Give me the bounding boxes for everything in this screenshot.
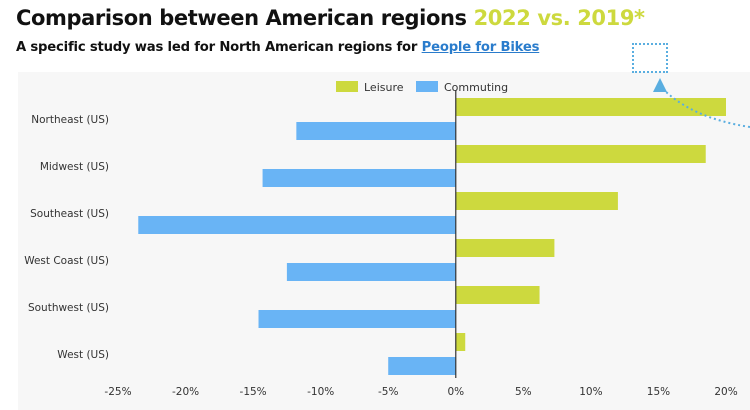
- chart-title: Comparison between American regions 2022…: [16, 6, 645, 30]
- chart-subtitle: A specific study was led for North Ameri…: [16, 40, 539, 55]
- x-tick-label: -20%: [172, 386, 199, 398]
- bar-chart: Leisure Commuting Northeast (US) Midwest (U…: [24, 81, 738, 398]
- bar-commuting-west-coast-us: [286, 263, 456, 281]
- x-tick-label: 10%: [579, 386, 602, 398]
- bar-leisure-northeast-us: [455, 98, 726, 116]
- x-tick-label: -10%: [307, 386, 334, 398]
- title-highlight: 2022 vs. 2019*: [473, 6, 645, 30]
- bar-commuting-midwest-us: [262, 169, 456, 187]
- callout-dotted-box: [632, 43, 668, 73]
- bar-commuting-southeast-us: [138, 216, 456, 234]
- bar-commuting-west-us: [388, 357, 456, 375]
- x-tick-label: 5%: [515, 386, 532, 398]
- category-label-midwest-us: Midwest (US): [40, 161, 109, 173]
- x-tick-label: 20%: [714, 386, 737, 398]
- title-main: Comparison between American regions: [16, 6, 467, 30]
- category-label-southeast-us: Southeast (US): [30, 208, 109, 220]
- bar-commuting-southwest-us: [258, 310, 456, 328]
- chart-panel: Leisure Commuting Northeast (US) Midwest (U…: [18, 72, 750, 410]
- category-label-west-us: West (US): [57, 349, 109, 361]
- category-label-northeast-us: Northeast (US): [31, 114, 109, 126]
- bar-leisure-midwest-us: [455, 145, 706, 163]
- category-label-west-coast-us: West Coast (US): [24, 255, 109, 267]
- legend-swatch-commuting: [416, 81, 438, 92]
- bar-leisure-southwest-us: [455, 286, 540, 304]
- x-tick-label: -5%: [378, 386, 398, 398]
- legend-label-leisure: Leisure: [364, 81, 404, 94]
- bar-commuting-northeast-us: [296, 122, 456, 140]
- people-for-bikes-link[interactable]: People for Bikes: [421, 40, 540, 55]
- subtitle-text: A specific study was led for North Ameri…: [16, 40, 418, 55]
- legend-swatch-leisure: [336, 81, 358, 92]
- x-tick-label: 0%: [447, 386, 464, 398]
- bar-leisure-west-us: [455, 333, 466, 351]
- x-tick-label: -15%: [240, 386, 267, 398]
- category-label-southwest-us: Southwest (US): [28, 302, 109, 314]
- bar-leisure-west-coast-us: [455, 239, 555, 257]
- legend-label-commuting: Commuting: [444, 81, 508, 94]
- x-tick-label: 15%: [647, 386, 670, 398]
- x-tick-label: -25%: [104, 386, 131, 398]
- bar-leisure-southeast-us: [455, 192, 618, 210]
